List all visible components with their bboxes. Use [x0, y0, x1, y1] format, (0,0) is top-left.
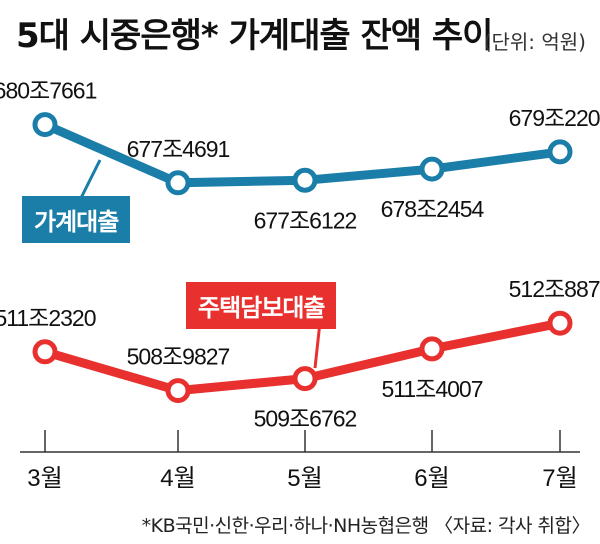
series-tag-mortgage: 주택담보대출 — [186, 282, 337, 329]
unit-label: (단위: 억원) — [483, 30, 586, 54]
data-point — [547, 139, 573, 165]
data-label: 680조7661 — [0, 78, 97, 104]
data-point — [419, 156, 445, 182]
data-point — [165, 378, 191, 404]
data-label: 511조2320 — [0, 305, 96, 331]
data-point — [292, 366, 318, 392]
data-point — [165, 170, 191, 196]
data-label: 677조6122 — [254, 207, 357, 233]
data-label: 677조4691 — [127, 136, 230, 162]
x-tick-label: 6월 — [414, 465, 449, 492]
tag-leader-household — [78, 159, 102, 201]
x-tick-label: 3월 — [27, 465, 62, 492]
data-label: 508조9827 — [127, 344, 230, 370]
footnote: *KB국민·신한·우리·하나·NH농협은행 〈자료: 각사 취합〉 — [141, 515, 591, 537]
data-label: 509조6762 — [254, 406, 357, 432]
data-label: 512조8875 — [509, 276, 600, 302]
data-label: 679조2208 — [509, 105, 600, 131]
data-point — [32, 339, 58, 365]
series-tag-household: 가계대출 — [22, 196, 131, 243]
data-label: 511조4007 — [382, 376, 483, 402]
x-tick-label: 5월 — [287, 465, 322, 492]
tag-leader-mortgage — [313, 321, 322, 369]
x-tick-label: 7월 — [542, 465, 577, 492]
data-point — [419, 336, 445, 362]
data-point — [32, 112, 58, 138]
chart-title: 5대 시중은행* 가계대출 잔액 추이 — [16, 16, 493, 56]
data-point — [292, 167, 318, 193]
x-tick-label: 4월 — [160, 465, 195, 492]
data-label: 678조2454 — [381, 196, 485, 222]
data-point — [547, 310, 573, 336]
